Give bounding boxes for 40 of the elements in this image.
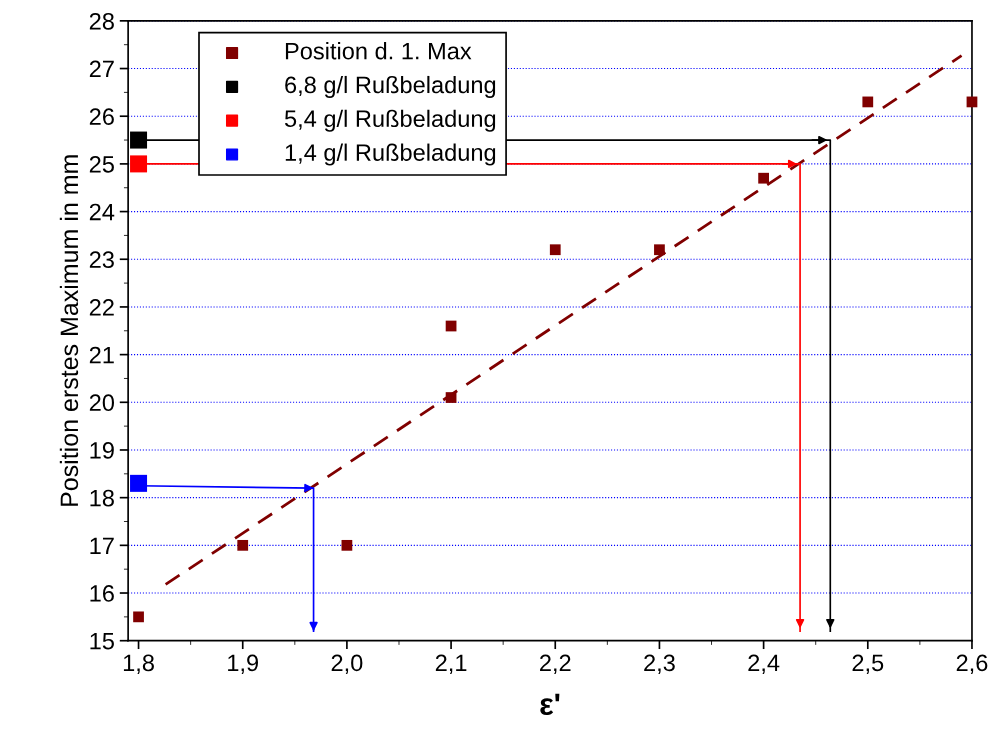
x-tick-label: 2,6: [956, 654, 988, 675]
y-tick-label: 21: [89, 346, 114, 364]
y-tick-label: 27: [89, 60, 114, 78]
y-tick-label: 25: [89, 155, 114, 173]
point: [445, 392, 457, 403]
y-tick-label: 18: [90, 489, 114, 507]
y-axis-title: Position erstes Maximum in mm: [59, 155, 79, 506]
point: [237, 539, 249, 551]
point: [549, 244, 561, 256]
point: [130, 474, 148, 492]
legend-label: 6,8 g/l Rußbeladung: [285, 75, 496, 98]
legend-label: Position d. 1. Max: [285, 42, 472, 60]
x-tick-label: 2,4: [748, 654, 780, 675]
point: [758, 172, 769, 184]
y-tick-label: 15: [90, 633, 114, 650]
y-tick-label: 20: [89, 394, 115, 412]
y-tick-label: 23: [89, 251, 114, 269]
y-tick-label: 16: [90, 585, 114, 602]
y-tick-label: 22: [89, 299, 114, 316]
point: [862, 96, 874, 108]
point: [133, 611, 144, 623]
x-tick-label: 1,9: [228, 654, 259, 675]
y-tick-label: 28: [89, 12, 114, 30]
x-axis-title: ε': [540, 693, 560, 716]
point: [130, 155, 148, 173]
point: [130, 131, 148, 149]
point: [654, 244, 665, 256]
x-tick-label: 2,0: [331, 654, 363, 675]
x-tick-label: 2,2: [540, 654, 571, 675]
x-tick-label: 2,1: [435, 654, 467, 675]
legend-label: 5,4 g/l Rußbeladung: [284, 109, 496, 132]
y-tick-label: 17: [90, 537, 114, 554]
point: [341, 539, 353, 551]
y-tick-label: 26: [89, 108, 114, 126]
y-tick-label: 19: [90, 442, 114, 459]
x-tick-label: 2,3: [644, 654, 675, 675]
y-tick-label: 24: [89, 203, 115, 221]
x-tick-label: 1,8: [123, 654, 154, 675]
legend-label: 1,4 g/l Rußbeladung: [285, 143, 496, 166]
x-tick-label: 2,5: [852, 654, 884, 675]
